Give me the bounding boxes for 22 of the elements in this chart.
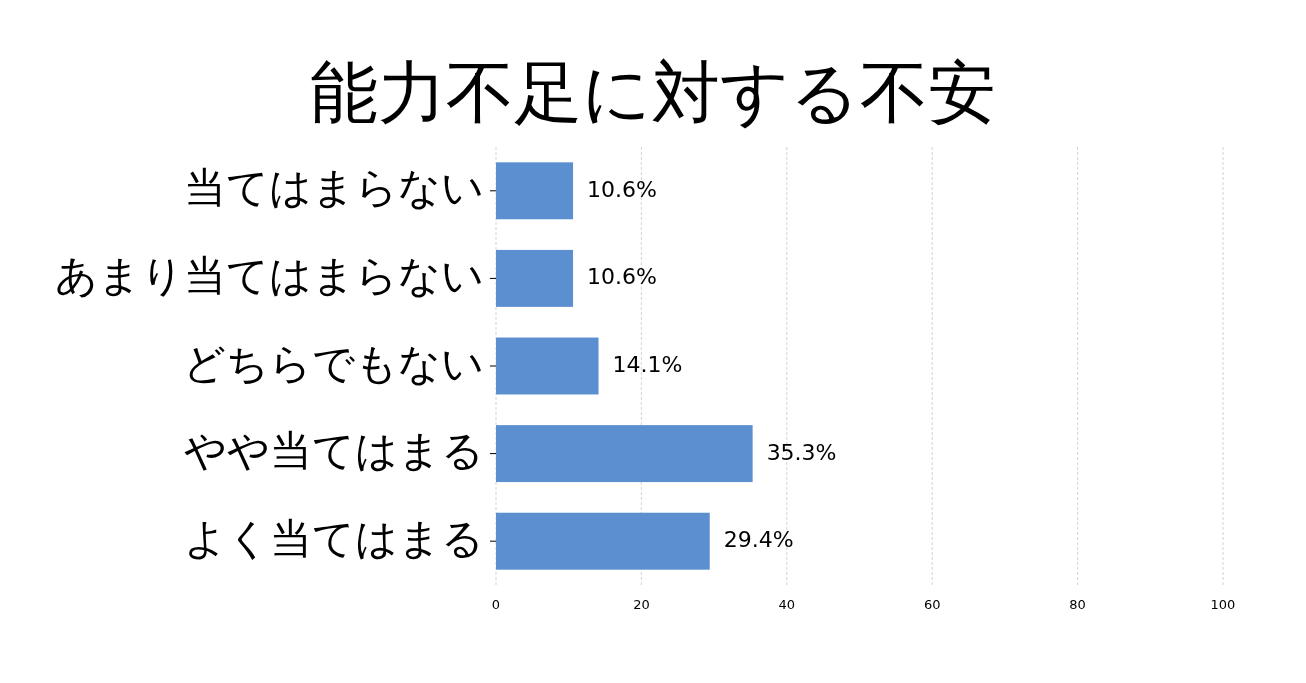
data-label: 10.6% [587, 264, 657, 290]
y-tick-label: 当てはまらない [184, 163, 484, 213]
bar [496, 425, 753, 483]
x-tick-label: 80 [1069, 596, 1086, 612]
data-label: 10.6% [587, 176, 657, 202]
bar [496, 512, 710, 570]
data-label: 35.3% [766, 439, 837, 465]
x-tick-label: 60 [923, 596, 941, 612]
data-label: 29.4% [723, 527, 794, 553]
y-tick-label: どちらでもない [183, 338, 484, 388]
x-tick-label: 100 [1210, 596, 1236, 612]
data-label: 14.1% [612, 352, 683, 377]
x-tick-label: 20 [633, 596, 650, 612]
y-tick-label: あまり当てはまらない [55, 250, 484, 300]
bar [496, 162, 574, 220]
chart-title: 能力不足に対する不安 [310, 52, 996, 132]
x-tick-label: 40 [778, 596, 796, 612]
y-tick-label: やや当てはまる [184, 426, 484, 476]
bar [496, 249, 574, 307]
x-tick-label: 0 [491, 596, 501, 612]
bar [496, 337, 599, 395]
y-tick-label: よく当てはまる [184, 513, 484, 563]
